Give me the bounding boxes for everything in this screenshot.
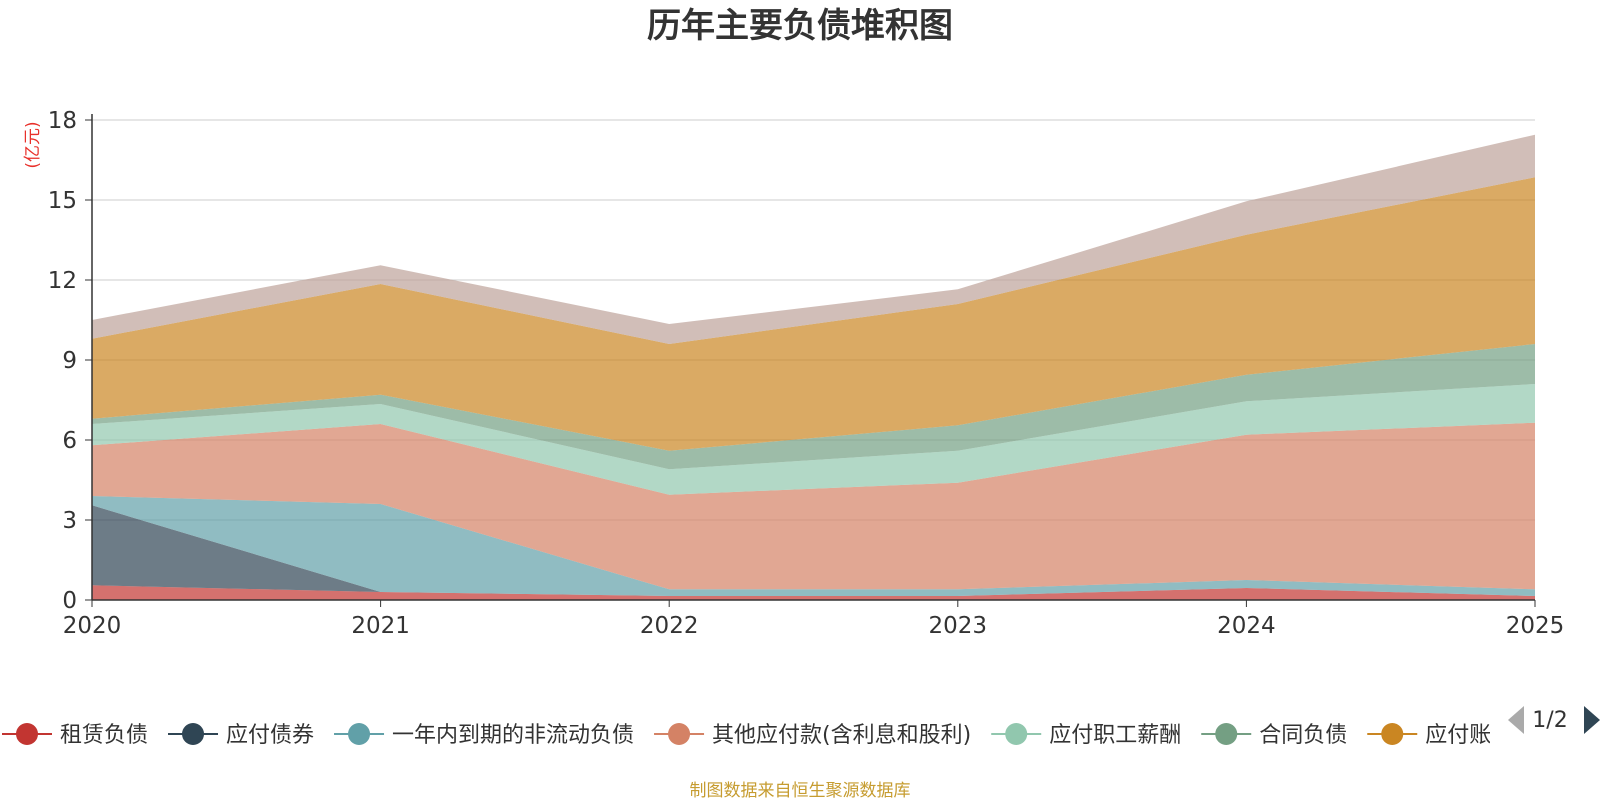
x-tick-label: 2022: [640, 613, 699, 639]
x-tick-label: 2021: [351, 613, 410, 639]
y-tick-label: 15: [48, 188, 77, 214]
legend-item-1[interactable]: 应付债券: [168, 723, 314, 748]
legend-label: 短期借款: [1591, 723, 1600, 748]
area-series: [92, 134, 1535, 600]
legend-item-0[interactable]: 租赁负债: [2, 723, 148, 748]
area-series-0: [92, 585, 1535, 600]
legend-marker-icon: [1005, 723, 1028, 745]
area-series-4: [92, 384, 1535, 495]
area-series-2: [92, 496, 1535, 596]
legend-marker-icon: [668, 723, 691, 745]
legend-marker-icon: [16, 723, 38, 745]
legend-marker-icon: [348, 723, 371, 745]
legend-label: 应付账款: [1425, 723, 1513, 748]
legend-item-6[interactable]: 应付账款: [1367, 723, 1513, 748]
legend-marker-icon: [1215, 723, 1238, 745]
legend: 租赁负债 应付债券 一年内到期的非流动负债 其他应付款(含利息和股利) 应付职工薪酬 合同…: [2, 723, 1600, 748]
legend-next-page-icon[interactable]: [1584, 706, 1600, 734]
y-tick-label: 3: [62, 508, 77, 534]
legend-prev-page-icon[interactable]: [1508, 706, 1524, 734]
legend-marker-icon: [182, 723, 205, 745]
legend-item-2[interactable]: 一年内到期的非流动负债: [334, 723, 634, 748]
x-tick-label: 2025: [1506, 613, 1565, 639]
area-series-7: [92, 134, 1535, 344]
data-source-footer: 制图数据来自恒生聚源数据库: [690, 781, 911, 800]
area-series-1: [92, 505, 1535, 596]
area-series-3: [92, 422, 1535, 590]
y-axis-unit-label: (亿元): [23, 121, 43, 168]
legend-marker-icon: [1381, 723, 1404, 745]
legend-label: 一年内到期的非流动负债: [392, 723, 634, 748]
area-series-6: [92, 177, 1535, 451]
legend-pager: 1/2: [1508, 706, 1600, 734]
area-series-5: [92, 344, 1535, 470]
x-tick-label: 2023: [929, 613, 988, 639]
y-tick-label: 6: [62, 428, 77, 454]
x-tick-label: 2020: [63, 613, 122, 639]
y-tick-label: 12: [48, 268, 77, 294]
y-tick-label: 18: [48, 108, 77, 134]
legend-page-indicator: 1/2: [1532, 708, 1567, 733]
y-tick-label: 0: [62, 588, 77, 614]
x-tick-label: 2024: [1217, 613, 1276, 639]
y-tick-label: 9: [62, 348, 77, 374]
axes: 0 3 6 9 12 15 18 2020 2021 2022 2023 2024 2025: [48, 108, 1565, 639]
chart-title: 历年主要负债堆积图: [647, 6, 953, 46]
legend-label: 其他应付款(含利息和股利): [712, 723, 971, 748]
legend-item-5[interactable]: 合同负债: [1201, 723, 1347, 748]
legend-label: 应付债券: [226, 723, 314, 748]
legend-label: 应付职工薪酬: [1049, 723, 1181, 748]
legend-items: 租赁负债 应付债券 一年内到期的非流动负债 其他应付款(含利息和股利) 应付职工薪酬 合同…: [2, 723, 1600, 748]
legend-label: 租赁负债: [60, 723, 148, 748]
legend-label: 合同负债: [1259, 723, 1347, 748]
legend-item-4[interactable]: 应付职工薪酬: [991, 723, 1181, 748]
legend-item-3[interactable]: 其他应付款(含利息和股利): [654, 723, 971, 748]
